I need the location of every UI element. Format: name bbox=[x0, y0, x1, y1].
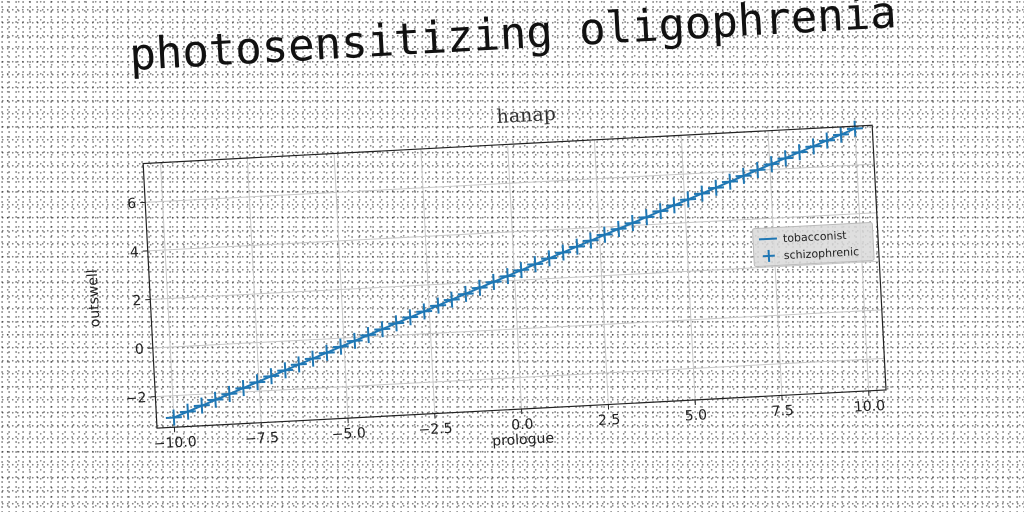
y-gridline bbox=[150, 260, 880, 300]
legend: tobacconist schizophrenic bbox=[752, 222, 875, 268]
data-point-marker bbox=[471, 279, 488, 296]
data-point-marker bbox=[346, 332, 363, 349]
y-tick-label: −2 bbox=[125, 390, 146, 407]
data-point-marker bbox=[569, 238, 586, 255]
y-tick-label: 0 bbox=[135, 342, 145, 358]
data-point-marker bbox=[430, 297, 447, 314]
data-point-marker bbox=[207, 391, 224, 408]
data-point-marker bbox=[805, 138, 822, 155]
x-tick-label: −10.0 bbox=[153, 434, 197, 452]
y-tick-label: 6 bbox=[127, 196, 137, 212]
legend-line-swatch bbox=[758, 237, 777, 241]
data-point-marker bbox=[374, 321, 391, 338]
x-tick-label: −2.5 bbox=[418, 421, 453, 439]
data-point-marker bbox=[818, 132, 836, 149]
data-point-marker bbox=[541, 250, 558, 267]
data-point-marker bbox=[763, 156, 780, 173]
x-gridline bbox=[593, 139, 609, 405]
x-gridline bbox=[246, 158, 262, 423]
data-point-marker bbox=[318, 344, 335, 361]
chart-svg: hanap −10.0 −7.5 −5.0 −2.5 0.0 2.5 5.0 7.5 10.0 … bbox=[85, 103, 887, 452]
data-point-marker bbox=[721, 173, 738, 190]
x-gridline bbox=[420, 148, 436, 414]
x-axis-label: prologue bbox=[492, 430, 554, 449]
data-point-marker bbox=[193, 397, 210, 414]
y-tick-label: 2 bbox=[132, 293, 142, 309]
data-point-marker bbox=[235, 380, 252, 397]
data-point-marker bbox=[624, 215, 641, 232]
x-tick-label: 7.5 bbox=[771, 403, 794, 420]
data-point-marker bbox=[249, 374, 266, 391]
x-gridline bbox=[160, 162, 175, 428]
data-point-marker bbox=[777, 150, 794, 167]
data-point-marker bbox=[290, 356, 307, 373]
figure-title: photosensitizing oligophrenia bbox=[128, 0, 898, 81]
y-ticks: −2 0 2 4 6 bbox=[125, 196, 156, 407]
data-point-marker bbox=[555, 244, 572, 261]
legend-label-schizophrenic: schizophrenic bbox=[784, 245, 860, 262]
y-tick-label: 4 bbox=[129, 244, 139, 260]
data-point-marker bbox=[749, 161, 766, 179]
data-point-marker bbox=[165, 409, 182, 426]
data-point-marker bbox=[263, 368, 280, 385]
x-tick-label: −5.0 bbox=[331, 425, 366, 443]
legend-marker-swatch bbox=[762, 249, 775, 262]
data-point-marker bbox=[402, 309, 419, 326]
x-tick-label: 0.0 bbox=[511, 416, 534, 433]
data-point-marker bbox=[610, 220, 627, 237]
chart-figure: hanap −10.0 −7.5 −5.0 −2.5 0.0 2.5 5.0 7.5 10.0 … bbox=[51, 82, 949, 488]
data-point-marker bbox=[652, 203, 669, 220]
legend-label-tobacconist: tobacconist bbox=[783, 229, 848, 245]
data-point-marker bbox=[304, 350, 321, 367]
x-tick-label: −7.5 bbox=[245, 430, 280, 448]
data-point-marker bbox=[832, 126, 850, 143]
y-gridline bbox=[155, 357, 885, 398]
x-ticks: −10.0 −7.5 −5.0 −2.5 0.0 2.5 5.0 7.5 10.0 bbox=[153, 390, 886, 452]
data-point-marker bbox=[680, 191, 697, 208]
series-layer bbox=[165, 120, 863, 426]
data-point-marker bbox=[791, 144, 808, 161]
y-axis-label: outswell bbox=[85, 269, 104, 328]
x-tick-label: 5.0 bbox=[684, 407, 707, 424]
data-point-marker bbox=[457, 285, 474, 302]
series-line-tobacconist bbox=[173, 127, 856, 419]
data-point-marker bbox=[179, 403, 196, 420]
data-point-marker bbox=[735, 167, 752, 184]
data-point-marker bbox=[485, 273, 502, 291]
data-point-marker bbox=[499, 268, 516, 285]
data-point-marker bbox=[388, 315, 405, 332]
y-gridline bbox=[152, 309, 882, 349]
data-point-marker bbox=[513, 262, 530, 279]
data-point-marker bbox=[416, 303, 433, 320]
data-point-marker bbox=[693, 185, 711, 202]
x-gridline bbox=[680, 135, 696, 400]
data-point-marker bbox=[596, 226, 613, 243]
x-tick-label: 2.5 bbox=[598, 412, 621, 429]
x-gridline bbox=[333, 153, 349, 419]
data-point-marker bbox=[527, 256, 544, 273]
data-point-marker bbox=[332, 338, 349, 355]
y-gridline bbox=[147, 212, 877, 252]
x-tick-label: 10.0 bbox=[854, 398, 886, 416]
data-point-marker bbox=[443, 291, 460, 308]
data-point-marker bbox=[277, 362, 294, 379]
data-point-marker bbox=[846, 120, 863, 137]
legend-box bbox=[752, 222, 875, 268]
data-point-marker bbox=[221, 385, 238, 402]
data-point-marker bbox=[707, 179, 725, 196]
data-point-marker bbox=[360, 326, 377, 344]
data-point-marker bbox=[582, 232, 599, 249]
data-point-marker bbox=[666, 197, 683, 214]
chart-title: hanap bbox=[496, 103, 556, 128]
data-point-marker bbox=[638, 209, 655, 226]
